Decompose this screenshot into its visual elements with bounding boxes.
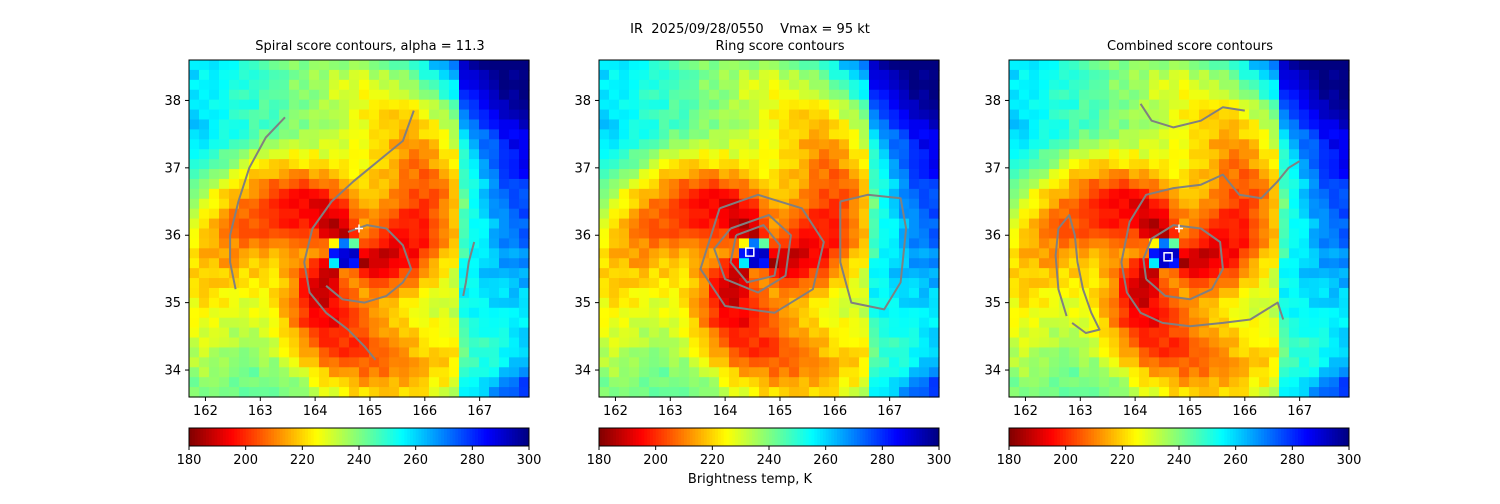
colorbar-tick-label: 280 xyxy=(870,453,895,468)
score-contours xyxy=(229,110,476,361)
center-square-marker xyxy=(1163,252,1173,262)
y-tick-label: 34 xyxy=(164,364,181,379)
spiral-score-plot: 162 163 164 165 166 167 34 35 36 37 38 180 200 220 240… xyxy=(164,59,542,468)
ring-score-plot: 162 163 164 165 166 167 34 35 36 37 38 180 200 220 240… xyxy=(574,59,952,468)
y-tick-label: 35 xyxy=(164,296,181,311)
y-tick-label: 38 xyxy=(574,94,591,109)
x-tick-label: 164 xyxy=(303,404,328,419)
panel-title: Ring score contours xyxy=(715,39,845,54)
axes-frame xyxy=(598,59,940,398)
x-tick-label: 163 xyxy=(658,404,683,419)
contour-line xyxy=(1139,103,1245,129)
x-tick-label: 162 xyxy=(193,404,218,419)
contour-line xyxy=(462,241,476,297)
colorbar-tick-label: 300 xyxy=(517,453,542,468)
colorbar-tick-label: 240 xyxy=(1167,453,1192,468)
score-contours xyxy=(1054,103,1301,334)
x-tick-label: 163 xyxy=(1068,404,1093,419)
axes-frame xyxy=(1008,59,1350,398)
panel-ring: Ring score contours 162 163 164 165 166 167 34… xyxy=(570,0,990,500)
colorbar-tick-label: 200 xyxy=(233,453,258,468)
colorbar-tick-label: 300 xyxy=(1337,453,1362,468)
contour-line xyxy=(839,193,908,311)
colorbar: 180 200 220 240 260 280 300 xyxy=(997,427,1362,468)
panel-title: Spiral score contours, alpha = 11.3 xyxy=(255,39,485,54)
colorbar-tick-label: 220 xyxy=(1110,453,1135,468)
colorbar-tick-label: 260 xyxy=(403,453,428,468)
colorbar-tick-label: 260 xyxy=(813,453,838,468)
panel-title: Combined score contours xyxy=(1107,39,1273,54)
contour-line xyxy=(699,193,825,314)
y-tick-label: 37 xyxy=(984,161,1001,176)
colorbar-tick-label: 300 xyxy=(927,453,952,468)
contour-line xyxy=(713,214,792,294)
colorbar-tick-label: 200 xyxy=(643,453,668,468)
y-tick-label: 34 xyxy=(574,364,591,379)
colorbar-tick-label: 180 xyxy=(587,453,612,468)
y-tick-label: 36 xyxy=(164,229,181,244)
x-tick-label: 166 xyxy=(1232,404,1257,419)
combined-score-plot: 162 163 164 165 166 167 34 35 36 37 38 180 200 220 240… xyxy=(984,59,1362,468)
x-tick-label: 166 xyxy=(412,404,437,419)
colorbar-tick-label: 260 xyxy=(1223,453,1248,468)
center-cross-marker xyxy=(1175,224,1183,233)
contour-line xyxy=(1142,224,1224,301)
colorbar-tick-label: 240 xyxy=(757,453,782,468)
brightness-field xyxy=(599,60,940,398)
colorbar-tick-label: 220 xyxy=(290,453,315,468)
colorbar-tick-label: 280 xyxy=(460,453,485,468)
contour-line xyxy=(1120,160,1301,328)
colorbar-tick-label: 240 xyxy=(347,453,372,468)
colorbar: 180 200 220 240 260 280 300 xyxy=(587,427,952,468)
x-tick-label: 166 xyxy=(822,404,847,419)
x-tick-label: 162 xyxy=(1013,404,1038,419)
contour-line xyxy=(729,224,781,284)
y-tick-label: 37 xyxy=(574,161,591,176)
y-tick-label: 38 xyxy=(164,94,181,109)
y-tick-label: 34 xyxy=(984,364,1001,379)
contour-line xyxy=(1054,214,1101,334)
contour-line xyxy=(303,110,415,361)
x-tick-label: 162 xyxy=(603,404,628,419)
axes-frame xyxy=(188,59,530,398)
x-tick-label: 165 xyxy=(1178,404,1203,419)
y-tick-label: 36 xyxy=(574,229,591,244)
colorbar-tick-label: 280 xyxy=(1280,453,1305,468)
score-contours xyxy=(699,193,908,314)
center-square-marker xyxy=(745,247,755,257)
x-tick-label: 164 xyxy=(713,404,738,419)
contour-line xyxy=(229,116,286,290)
x-tick-label: 167 xyxy=(467,404,492,419)
colorbar-label: Brightness temp, K xyxy=(687,472,813,487)
x-tick-label: 165 xyxy=(768,404,793,419)
x-tick-label: 163 xyxy=(248,404,273,419)
brightness-field xyxy=(189,60,530,398)
y-tick-label: 36 xyxy=(984,229,1001,244)
y-tick-label: 38 xyxy=(984,94,1001,109)
x-tick-label: 167 xyxy=(877,404,902,419)
x-tick-label: 164 xyxy=(1123,404,1148,419)
colorbar-tick-label: 220 xyxy=(700,453,725,468)
y-tick-label: 37 xyxy=(164,161,181,176)
panel-spiral: Spiral score contours, alpha = 11.3 162 1… xyxy=(160,0,580,500)
colorbar-tick-label: 180 xyxy=(997,453,1022,468)
panel-combined: Combined score contours 162 163 164 165 166 1… xyxy=(980,0,1400,500)
x-tick-label: 165 xyxy=(358,404,383,419)
figure-suptitle: IR 2025/09/28/0550 Vmax = 95 kt xyxy=(630,22,870,37)
colorbar-tick-label: 180 xyxy=(177,453,202,468)
colorbar: 180 200 220 240 260 280 300 xyxy=(177,427,542,468)
contour-line xyxy=(325,224,413,304)
x-tick-label: 167 xyxy=(1287,404,1312,419)
y-tick-label: 35 xyxy=(984,296,1001,311)
colorbar-tick-label: 200 xyxy=(1053,453,1078,468)
y-tick-label: 35 xyxy=(574,296,591,311)
center-cross-marker xyxy=(355,224,363,233)
